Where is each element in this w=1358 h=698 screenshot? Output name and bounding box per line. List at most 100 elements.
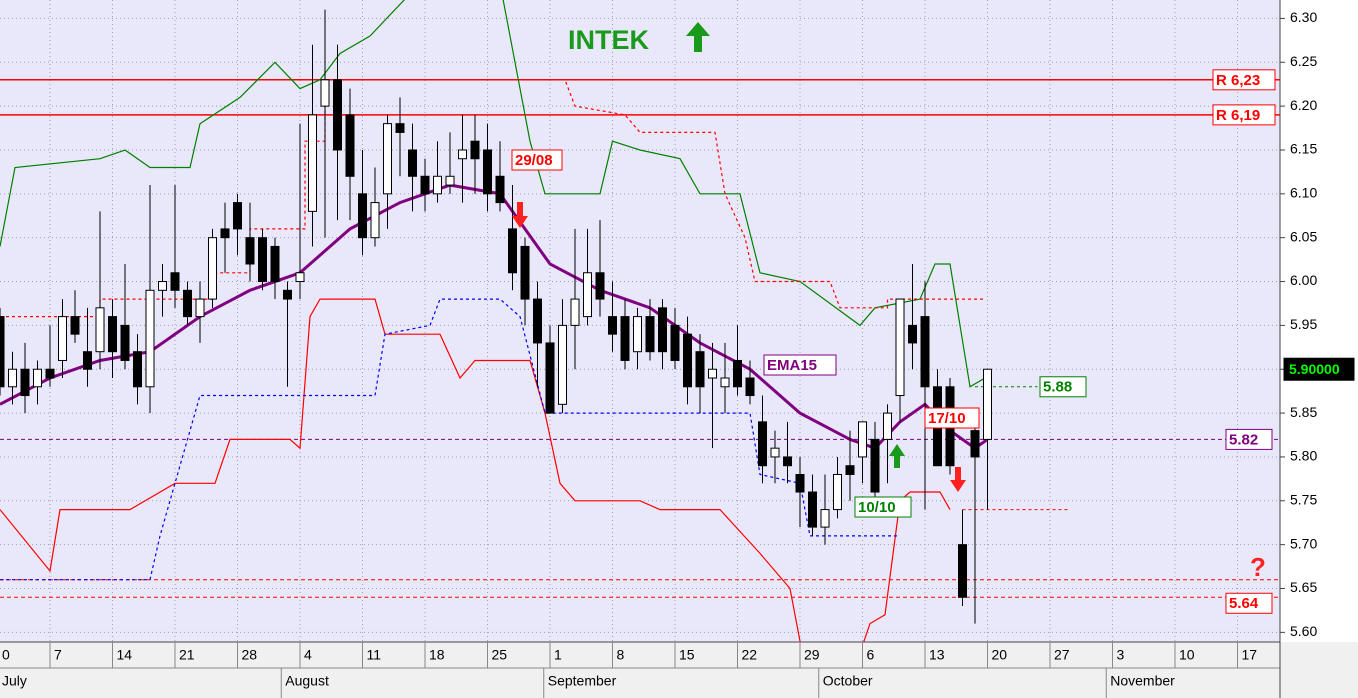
candle-body bbox=[295, 272, 305, 283]
candle-body bbox=[183, 289, 192, 318]
candle-body bbox=[745, 377, 755, 397]
right-axis-area bbox=[1280, 0, 1358, 642]
bottom-axis-area bbox=[0, 642, 1358, 698]
date-label-box bbox=[924, 407, 980, 429]
candle-body bbox=[245, 237, 255, 265]
candle-body bbox=[483, 149, 492, 195]
y-tick-label: 5.95 bbox=[1290, 316, 1317, 332]
y-tick-label: 6.00 bbox=[1290, 272, 1317, 288]
x-tick-label: 7 bbox=[54, 647, 62, 663]
x-tick-label: 18 bbox=[429, 647, 445, 663]
resistance-label: R 6,19 bbox=[1216, 107, 1260, 124]
candle-body bbox=[220, 228, 230, 239]
candle-body bbox=[395, 123, 405, 133]
candle-body bbox=[583, 272, 592, 318]
candle-body bbox=[8, 368, 17, 388]
candle-body bbox=[408, 149, 417, 177]
candle-body bbox=[608, 316, 617, 335]
candle-body bbox=[870, 438, 880, 493]
x-tick-label: 20 bbox=[992, 647, 1008, 663]
x-tick-label: 0 bbox=[2, 647, 10, 663]
level-label-box bbox=[1225, 428, 1273, 450]
band-line bbox=[0, 298, 951, 642]
candle-body bbox=[958, 544, 967, 598]
candle-body bbox=[270, 245, 280, 283]
candle-body bbox=[495, 175, 505, 204]
y-tick-label: 5.85 bbox=[1290, 404, 1317, 420]
candle-body bbox=[370, 202, 380, 239]
candle-body bbox=[145, 289, 155, 388]
candle-body bbox=[770, 447, 780, 458]
candle-body bbox=[120, 324, 130, 361]
candle-body bbox=[783, 456, 792, 467]
y-tick-label: 5.75 bbox=[1290, 491, 1317, 507]
candle-body bbox=[445, 175, 455, 186]
candle-body bbox=[433, 175, 442, 195]
date-label: 17/10 bbox=[928, 410, 966, 427]
candle-body bbox=[0, 316, 5, 388]
x-tick-label: 4 bbox=[304, 647, 312, 663]
date-label-box bbox=[854, 496, 912, 518]
plot-layer bbox=[0, 0, 1280, 642]
candle-body bbox=[533, 298, 542, 344]
x-tick-label: 29 bbox=[804, 647, 820, 663]
candle-body bbox=[283, 289, 292, 300]
resistance-label-box bbox=[1212, 69, 1276, 91]
candle-body bbox=[358, 193, 367, 239]
month-label: September bbox=[548, 673, 617, 689]
candle-body bbox=[645, 316, 655, 353]
level-label: 5.82 bbox=[1229, 431, 1258, 448]
level-label-box bbox=[1225, 592, 1273, 614]
month-label: November bbox=[1110, 673, 1175, 689]
last-price-label: 5.90000 bbox=[1289, 361, 1340, 377]
x-tick-label: 13 bbox=[929, 647, 945, 663]
month-label: July bbox=[2, 673, 27, 689]
candle-body bbox=[383, 123, 392, 195]
title-up-arrow bbox=[686, 22, 710, 52]
candle-body bbox=[820, 509, 830, 528]
y-tick-label: 6.05 bbox=[1290, 228, 1317, 244]
ema-label-box bbox=[763, 354, 837, 376]
date-label: 29/08 bbox=[515, 152, 553, 169]
candle-body bbox=[895, 298, 905, 397]
candle-body bbox=[983, 368, 992, 440]
y-tick-label: 5.70 bbox=[1290, 535, 1317, 551]
y-tick-label: 6.25 bbox=[1290, 53, 1317, 69]
candle-body bbox=[158, 281, 167, 291]
candle-body bbox=[208, 237, 217, 300]
candle-body bbox=[908, 324, 917, 344]
y-tick-label: 6.30 bbox=[1290, 9, 1317, 25]
candle-body bbox=[20, 368, 30, 397]
candle-body bbox=[458, 149, 467, 160]
candle-body bbox=[470, 140, 480, 160]
candle-body bbox=[345, 114, 355, 177]
candle-body bbox=[833, 473, 842, 511]
y-tick-label: 5.65 bbox=[1290, 579, 1317, 595]
candle-body bbox=[883, 412, 892, 440]
candle-body bbox=[570, 298, 580, 326]
ema-label: EMA15 bbox=[767, 357, 817, 374]
candle-body bbox=[233, 202, 242, 230]
candle-body bbox=[308, 114, 317, 212]
x-tick-label: 25 bbox=[492, 647, 508, 663]
candle-body bbox=[58, 316, 67, 361]
candle-body bbox=[520, 245, 530, 300]
y-tick-label: 5.80 bbox=[1290, 448, 1317, 464]
x-tick-label: 10 bbox=[1179, 647, 1195, 663]
x-tick-label: 11 bbox=[367, 647, 382, 663]
x-tick-label: 8 bbox=[617, 647, 625, 663]
level-label: 5.64 bbox=[1229, 595, 1259, 612]
sell-arrow bbox=[950, 467, 966, 492]
candle-body bbox=[170, 272, 180, 291]
candle-body bbox=[795, 473, 805, 493]
candle-body bbox=[545, 342, 555, 414]
candle-body bbox=[508, 228, 517, 274]
buy-arrow bbox=[889, 444, 905, 468]
question-mark: ? bbox=[1250, 552, 1266, 582]
candle-body bbox=[733, 359, 742, 388]
candle-body bbox=[845, 465, 855, 475]
candle-body bbox=[633, 316, 642, 353]
candle-body bbox=[658, 307, 667, 353]
candle-body bbox=[920, 316, 930, 388]
sell-arrow bbox=[512, 202, 528, 228]
